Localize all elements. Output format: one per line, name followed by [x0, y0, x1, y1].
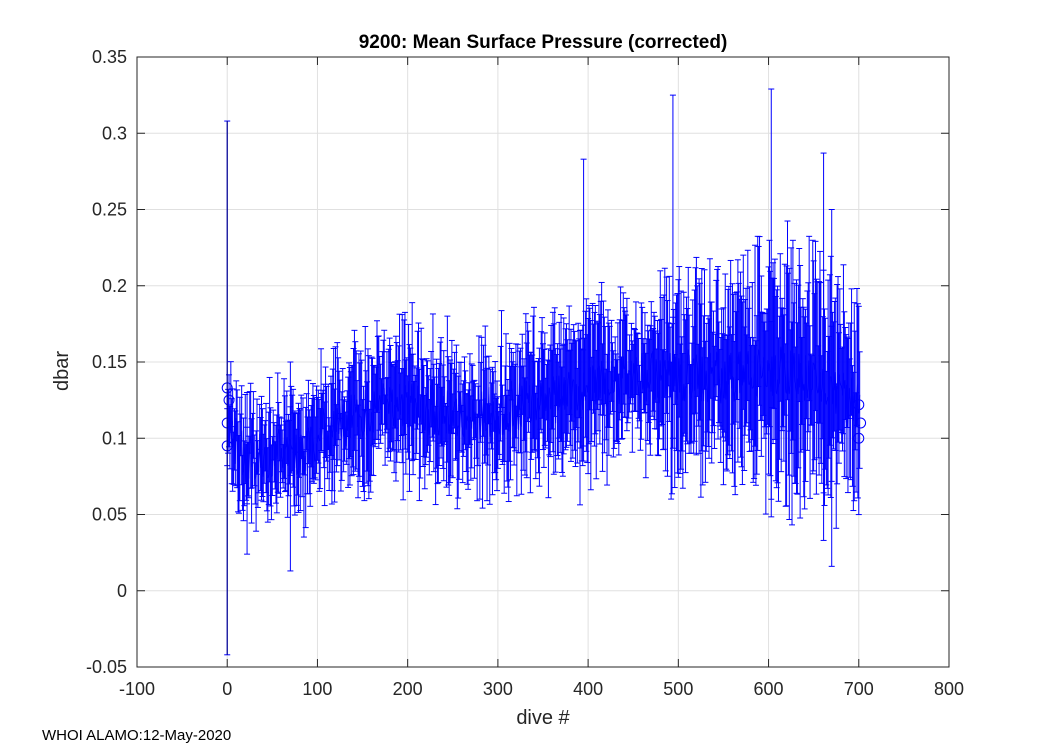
y-tick-label: 0.3: [102, 123, 127, 143]
x-axis-label: dive #: [516, 707, 570, 729]
x-tick-label: 200: [393, 679, 423, 699]
x-tick-label: 300: [483, 679, 513, 699]
y-tick-label: 0.1: [102, 428, 127, 448]
data-marker: [853, 399, 865, 411]
x-tick-label: 700: [844, 679, 874, 699]
x-tick-label: 800: [934, 679, 964, 699]
ticks: -100 0 100 200 300 400 500 600 700 800 -0.05 0 0.05 0…: [86, 47, 964, 699]
x-tick-label: -100: [119, 679, 155, 699]
y-tick-label: -0.05: [86, 657, 127, 677]
y-tick-label: 0.35: [92, 47, 127, 67]
y-tick-label: 0.05: [92, 505, 127, 525]
data-marker: [223, 394, 235, 406]
chart-title: 9200: Mean Surface Pressure (corrected): [359, 32, 728, 53]
data-marker: [855, 417, 867, 429]
x-tick-label: 400: [573, 679, 603, 699]
y-tick-label: 0.15: [92, 352, 127, 372]
data-marker: [853, 432, 865, 444]
series-line: [226, 346, 861, 483]
y-tick-label: 0.2: [102, 276, 127, 296]
x-tick-label: 500: [663, 679, 693, 699]
y-tick-label: 0.25: [92, 200, 127, 220]
x-tick-label: 600: [754, 679, 784, 699]
y-axis-label: dbar: [51, 351, 73, 391]
y-tick-label: 0: [117, 581, 127, 601]
x-tick-label: 100: [302, 679, 332, 699]
footer-stamp: WHOI ALAMO:12-May-2020: [42, 727, 232, 744]
x-tick-label: 0: [222, 679, 232, 699]
marker-series: [221, 121, 867, 655]
